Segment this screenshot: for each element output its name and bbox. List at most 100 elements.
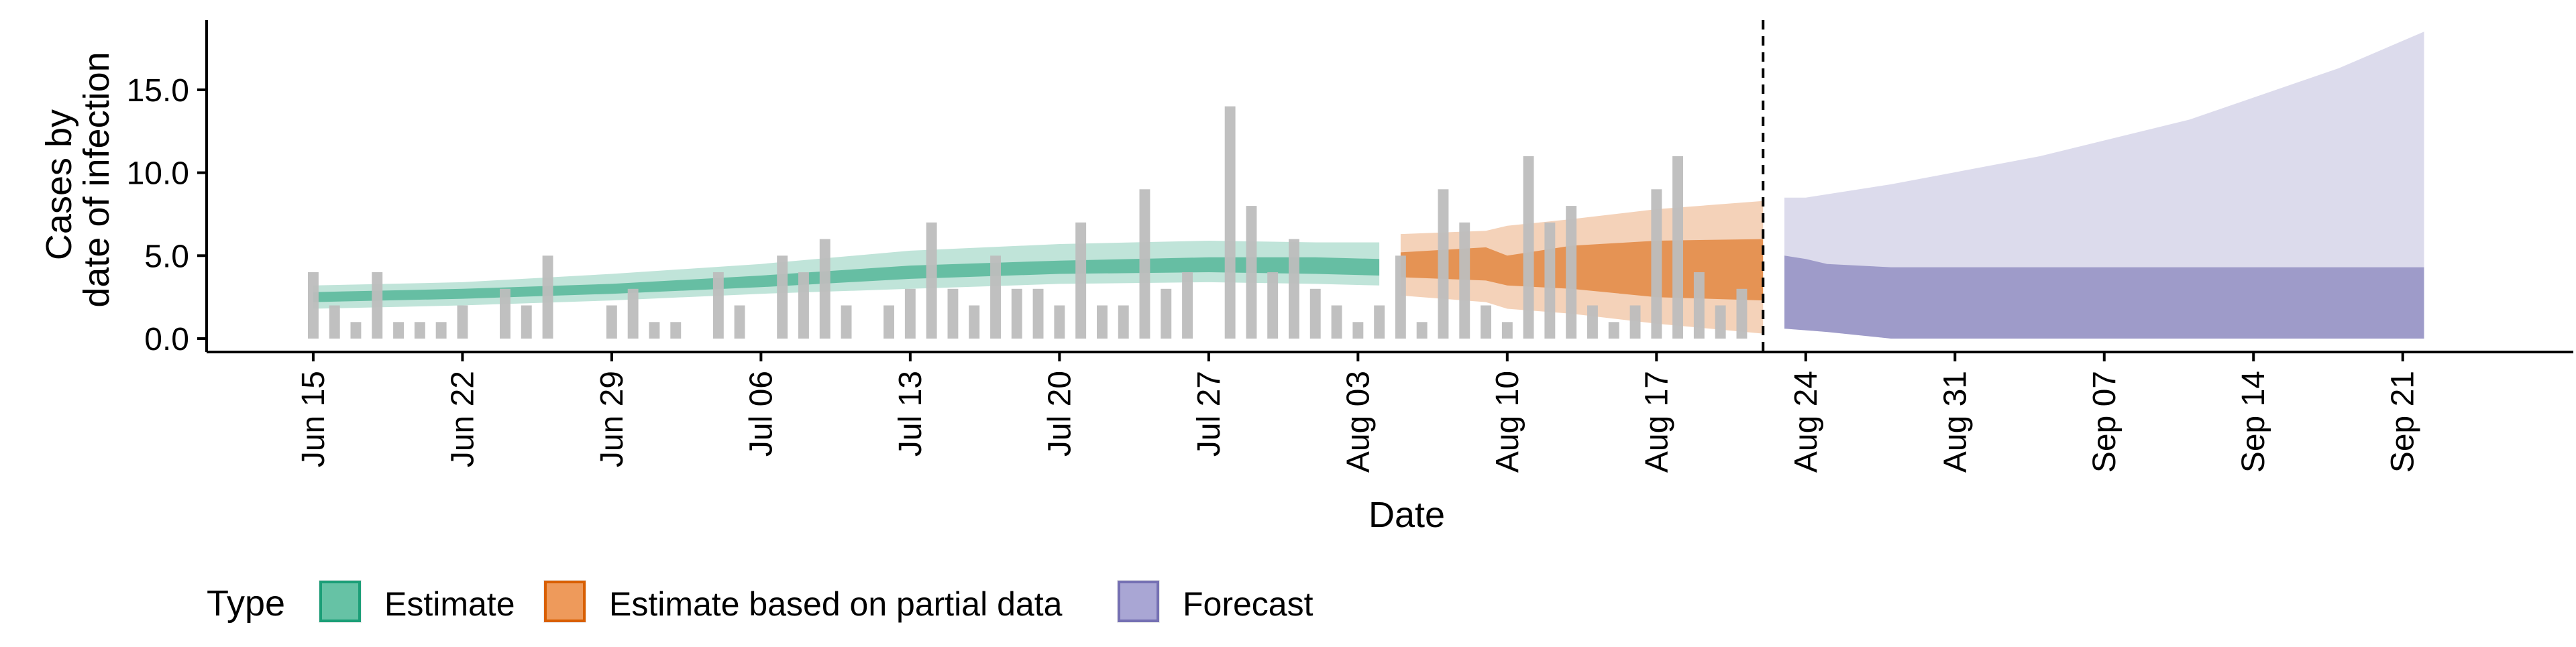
x-tick-label: Aug 10 bbox=[1490, 371, 1525, 473]
case-bar bbox=[1374, 305, 1385, 339]
case-bar bbox=[1246, 206, 1257, 339]
case-bar bbox=[819, 239, 830, 339]
case-bar bbox=[883, 305, 894, 339]
case-bar bbox=[798, 272, 809, 339]
case-bar bbox=[1011, 288, 1022, 339]
x-tick-label: Aug 17 bbox=[1639, 371, 1674, 473]
case-bar bbox=[1693, 272, 1705, 339]
case-bar bbox=[712, 272, 724, 339]
case-bar bbox=[1608, 322, 1619, 339]
case-bar bbox=[1289, 239, 1299, 339]
case-bar bbox=[1672, 156, 1683, 339]
x-tick-label: Aug 24 bbox=[1788, 371, 1824, 473]
x-tick-label: Jul 13 bbox=[893, 371, 928, 457]
case-bar bbox=[1267, 272, 1279, 339]
case-bar bbox=[1651, 189, 1662, 339]
series-0-inner-band bbox=[313, 257, 1380, 302]
case-bar bbox=[670, 322, 682, 339]
case-bar bbox=[926, 222, 937, 339]
case-bar bbox=[1182, 272, 1193, 339]
case-bar bbox=[627, 288, 639, 339]
case-bar bbox=[1481, 305, 1491, 339]
case-bar bbox=[457, 305, 468, 339]
case-bar bbox=[1544, 222, 1556, 339]
case-bar bbox=[1438, 189, 1449, 339]
case-bar bbox=[542, 255, 553, 339]
y-axis-title-line-1: Cases by bbox=[39, 109, 79, 260]
case-bar bbox=[990, 255, 1001, 339]
case-bar bbox=[350, 322, 362, 339]
x-tick-label: Aug 31 bbox=[1937, 371, 1973, 473]
case-bar bbox=[1715, 305, 1726, 339]
case-bar bbox=[1161, 288, 1172, 339]
case-bar bbox=[1587, 305, 1598, 339]
case-bar bbox=[649, 322, 660, 339]
y-tick-label: 0.0 bbox=[144, 322, 189, 357]
case-bar bbox=[1224, 106, 1236, 339]
case-bar bbox=[1331, 305, 1342, 339]
case-bar bbox=[734, 305, 745, 339]
case-bar bbox=[1459, 222, 1470, 339]
legend-item-label: Estimate bbox=[384, 585, 515, 623]
case-bar bbox=[777, 255, 788, 339]
case-bar bbox=[393, 322, 404, 339]
x-ticks: Jun 15 Jun 22 Jun 29 Jul 06 Jul 13 Jul 20 Jul … bbox=[296, 352, 2421, 473]
case-bar bbox=[1075, 222, 1087, 339]
series-2-inner-band bbox=[1784, 255, 2424, 339]
case-bar bbox=[1523, 156, 1534, 339]
case-bar bbox=[1395, 255, 1406, 339]
y-tick-label: 10.0 bbox=[127, 156, 189, 192]
legend-key-swatch bbox=[319, 581, 361, 622]
series-2-outer-band bbox=[1784, 32, 2424, 339]
axes: 0.05.010.015.0 Jun 15 Jun 22 Jun 29 Jul 06 J… bbox=[127, 20, 2573, 473]
case-bar bbox=[947, 288, 959, 339]
x-tick-label: Jun 22 bbox=[445, 371, 480, 467]
x-tick-label: Jun 15 bbox=[296, 371, 331, 467]
case-bar bbox=[1416, 322, 1428, 339]
case-bar bbox=[1139, 189, 1150, 339]
case-bar bbox=[1054, 305, 1065, 339]
legend: Type Estimate Estimate based on partial d… bbox=[207, 580, 1313, 624]
case-bar bbox=[308, 272, 319, 339]
y-axis-title: Cases by date of infection bbox=[39, 52, 117, 307]
case-bar bbox=[1032, 288, 1044, 339]
x-tick-label: Sep 21 bbox=[2385, 371, 2421, 473]
case-bar bbox=[414, 322, 425, 339]
legend-key-swatch bbox=[1118, 581, 1159, 622]
x-tick-label: Sep 07 bbox=[2087, 371, 2123, 473]
case-bar bbox=[372, 272, 383, 339]
legend-item-label: Forecast bbox=[1183, 585, 1313, 623]
case-bar bbox=[1566, 206, 1577, 339]
case-bar bbox=[521, 305, 532, 339]
case-bar bbox=[1501, 322, 1513, 339]
x-tick-label: Jun 29 bbox=[594, 371, 630, 467]
x-tick-label: Jul 06 bbox=[743, 371, 779, 457]
case-bar bbox=[1309, 288, 1321, 339]
legend-key-swatch bbox=[544, 581, 586, 622]
case-bar bbox=[969, 305, 980, 339]
x-tick-label: Sep 14 bbox=[2236, 371, 2271, 473]
case-bar bbox=[904, 288, 916, 339]
case-bar bbox=[1352, 322, 1364, 339]
legend-title: Type bbox=[207, 583, 285, 624]
case-bar bbox=[435, 322, 447, 339]
y-ticks: 0.0 5.0 10.0 15.0 bbox=[127, 73, 207, 357]
case-bar bbox=[1629, 305, 1641, 339]
legend-item-label: Estimate based on partial data bbox=[609, 585, 1063, 623]
x-tick-label: Jul 20 bbox=[1042, 371, 1077, 457]
y-tick-label: 5.0 bbox=[144, 239, 189, 274]
case-bar bbox=[1118, 305, 1129, 339]
case-bar bbox=[500, 288, 511, 339]
x-tick-label: Aug 03 bbox=[1340, 371, 1376, 473]
y-axis-title-line-2: date of infection bbox=[76, 52, 117, 307]
case-bar bbox=[329, 305, 340, 339]
x-axis-title: Date bbox=[1368, 495, 1445, 535]
y-tick-label: 15.0 bbox=[127, 73, 189, 109]
case-bar bbox=[1097, 305, 1108, 339]
x-tick-label: Jul 27 bbox=[1191, 371, 1227, 457]
legend-items: Estimate Estimate based on partial data Fo… bbox=[319, 580, 1313, 623]
case-bar bbox=[1736, 288, 1748, 339]
case-bar bbox=[841, 305, 852, 339]
